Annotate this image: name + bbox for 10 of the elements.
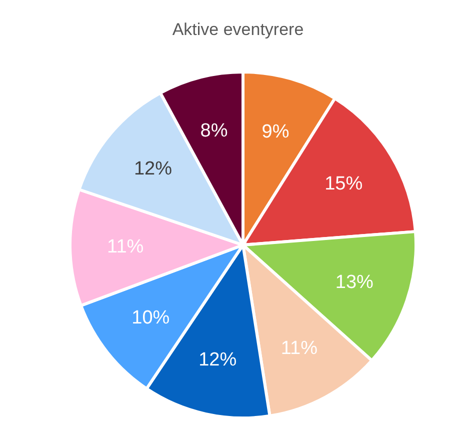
data-label: 8% (200, 120, 228, 142)
data-label: 12% (198, 349, 237, 370)
data-label: 10% (132, 307, 170, 328)
data-label: 9% (262, 121, 290, 142)
data-label: 13% (335, 272, 374, 294)
data-label: 15% (324, 174, 363, 195)
data-label: 12% (134, 158, 172, 180)
chart-title: Aktive eventyrere (171, 20, 305, 40)
data-label: 11% (280, 338, 318, 359)
data-label: 11% (107, 236, 144, 258)
